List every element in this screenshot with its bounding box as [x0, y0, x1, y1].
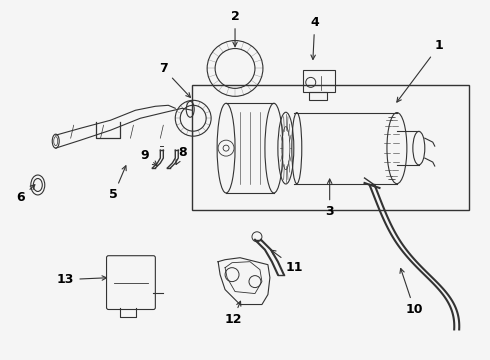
- Text: 1: 1: [397, 39, 443, 102]
- Text: 12: 12: [224, 301, 242, 326]
- Text: 7: 7: [159, 62, 191, 97]
- Text: 4: 4: [310, 16, 319, 59]
- Text: 11: 11: [271, 250, 304, 274]
- Text: 13: 13: [57, 273, 106, 286]
- Text: 2: 2: [231, 10, 240, 46]
- Text: 9: 9: [140, 149, 157, 166]
- Text: 10: 10: [400, 269, 423, 316]
- Text: 3: 3: [325, 179, 334, 219]
- Text: 5: 5: [109, 166, 126, 202]
- Text: 8: 8: [176, 145, 187, 165]
- Text: 6: 6: [17, 185, 35, 204]
- Bar: [192, 85, 469, 210]
- Bar: [303, 71, 335, 92]
- Bar: [309, 92, 327, 100]
